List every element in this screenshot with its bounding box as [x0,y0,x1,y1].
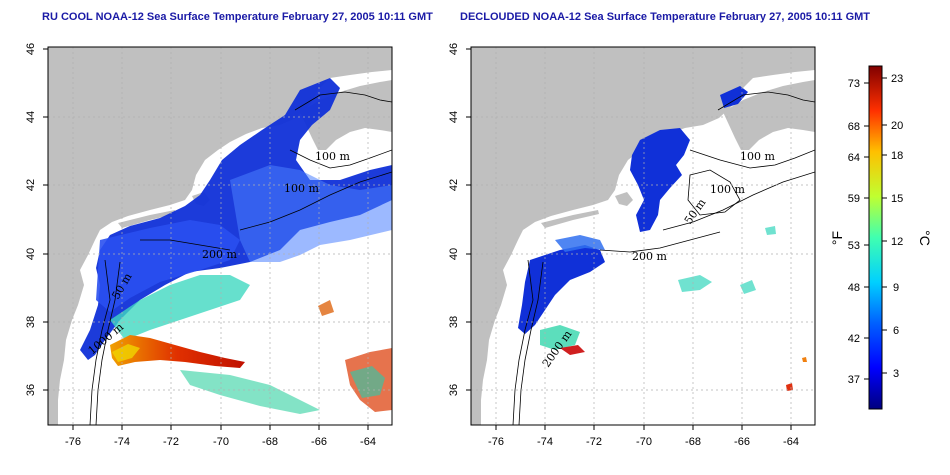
right-contour-label-1: 100 m [740,150,775,163]
right-warm-red [560,345,585,355]
left-lon-tick--72: -72 [163,436,179,448]
left-gulfstream-plume [110,335,245,368]
colorbar-f-tick-53: 53 [848,240,860,252]
colorbar-c-tick-20: 20 [891,120,903,132]
left-cold-water [80,78,392,360]
right-orange-dot [802,357,807,362]
left-slope-water [110,275,250,340]
left-land-novascotia [300,80,392,150]
right-contours [512,91,815,425]
left-lon-tick--74: -74 [114,436,130,448]
left-tick-marks [43,48,369,430]
colorbar-f-tick-37: 37 [848,374,860,386]
colorbar-c-tick-3: 3 [893,368,899,380]
left-map-title: RU COOL NOAA-12 Sea Surface Temperature … [42,11,433,23]
right-map-title: DECLOUDED NOAA-12 Sea Surface Temperatur… [460,11,871,23]
colorbar-f-tick-73: 73 [848,78,860,90]
right-lat-tick-46: 46 [448,43,460,55]
right-contour-label-4: 200 m [632,250,667,263]
colorbar-fahrenheit-label: °F [829,231,845,245]
right-lon-tick--68: -68 [685,436,701,448]
right-lon-tick--72: -72 [586,436,602,448]
colorbar-f-tick-64: 64 [848,152,860,164]
left-lon-tick--70: -70 [213,436,229,448]
left-land-longisland [118,210,176,228]
left-offshore-warm [180,370,320,414]
left-contour-label-1: 100 m [315,150,350,163]
left-cold-nearshore [96,220,240,312]
colorbar-celsius-label: °C [917,230,933,246]
right-map-frame [470,46,816,426]
right-map: 100 m 100 m 50 m 200 m 2000 m -76 -74 -7… [448,43,816,448]
right-land-longisland [541,210,599,228]
right-slope-teal [540,325,580,350]
colorbar-c-tick-6: 6 [893,325,899,337]
right-lon-tick--74: -74 [537,436,553,448]
right-lon-tick--70: -70 [636,436,652,448]
right-land-novascotia [723,80,815,150]
left-contours [89,91,392,425]
colorbar-c-tick-12: 12 [891,236,903,248]
left-lon-tick--66: -66 [311,436,327,448]
right-lon-tick--76: -76 [488,436,504,448]
right-lon-tick--64: -64 [783,436,799,448]
right-red-dot [786,383,793,391]
left-warm-core [112,344,140,362]
left-lat-tick-42: 42 [25,179,37,191]
left-lon-tick--76: -76 [65,436,81,448]
left-lat-tick-38: 38 [25,316,37,328]
left-lat-tick-46: 46 [25,43,37,55]
right-lat-tick-38: 38 [448,316,460,328]
right-cyan-patch-3 [765,226,776,235]
right-cyan-patch-1 [678,275,712,292]
left-contour-label-3: 200 m [202,248,237,261]
left-lat-tick-36: 36 [25,384,37,396]
right-cold-shelf-light [555,235,605,252]
left-scattered-cold [230,165,392,262]
left-map-frame [47,46,393,426]
colorbar-f-tick-42: 42 [848,333,860,345]
left-small-warm [318,300,334,316]
right-lat-tick-40: 40 [448,248,460,260]
right-lat-tick-36: 36 [448,384,460,396]
right-tick-marks [466,48,792,430]
colorbar-c-tick-18: 18 [891,150,903,162]
colorbar-ticks-right [882,77,887,374]
colorbar-f-tick-68: 68 [848,121,860,133]
right-land-capecod [615,192,633,206]
colorbar-c-tick-23: 23 [891,73,903,85]
colorbar-gradient [868,65,883,410]
left-lon-tick--68: -68 [262,436,278,448]
colorbar-f-tick-48: 48 [848,282,860,294]
colorbar: 73 68 64 59 53 48 42 37 23 20 18 15 12 9… [829,65,933,410]
right-lat-tick-44: 44 [448,111,460,123]
left-lat-tick-40: 40 [25,248,37,260]
colorbar-c-tick-9: 9 [893,282,899,294]
left-contour-label-2: 100 m [284,182,319,195]
right-cold-gulfmaine [630,128,690,232]
right-land-mainland [471,47,815,425]
right-contour-label-2: 100 m [710,183,745,196]
right-cyan-patch-2 [740,280,756,294]
right-cold-nshelf [720,86,748,108]
right-grid [471,47,815,425]
right-lon-tick--66: -66 [734,436,750,448]
left-lon-tick--64: -64 [360,436,376,448]
colorbar-f-tick-59: 59 [848,193,860,205]
left-map: 100 m 100 m 200 m 50 m 1000 m -76 -74 -7… [25,43,393,448]
left-land-mainland [48,47,392,425]
right-cold-shelf [518,245,605,334]
left-grid [48,47,392,425]
right-lat-tick-42: 42 [448,179,460,191]
left-lat-tick-44: 44 [25,111,37,123]
colorbar-ticks-left [864,82,869,380]
colorbar-c-tick-15: 15 [891,193,903,205]
